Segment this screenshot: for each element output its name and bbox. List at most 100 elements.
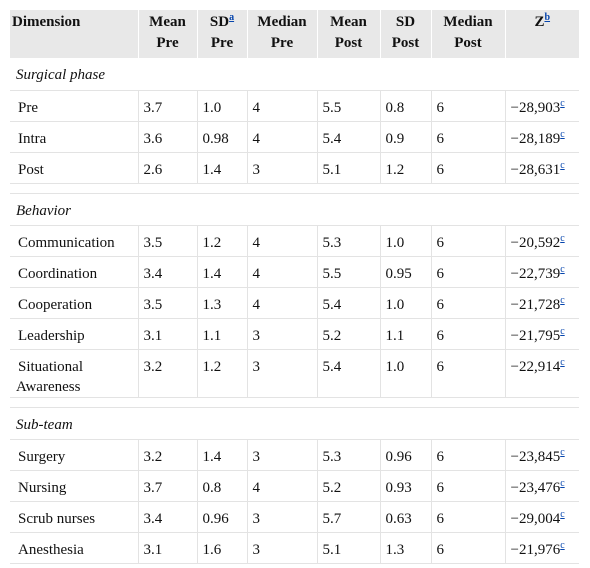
table-row: Nursing 3.7 0.8 4 5.2 0.93 6 −23,476c [10,470,579,502]
cell-sd-post: 0.96 [380,439,432,471]
cell-mean-post: 5.5 [317,90,381,122]
z-value: −29,004 [510,510,561,527]
table-row: Communication 3.5 1.2 4 5.3 1.0 6 −20,592c [10,225,579,257]
cell-median-pre: 4 [247,256,318,288]
cell-mean-post: 5.4 [317,121,381,153]
footnote-link-c[interactable]: c [560,325,565,337]
footnote-link-c[interactable]: c [560,508,565,520]
section-header-row: Sub-team [10,407,579,440]
cell-median-pre: 4 [247,90,318,122]
row-label-line1: Situational [18,358,83,375]
footnote-link-b[interactable]: b [544,12,551,23]
cell-z: −29,004c [505,501,579,533]
footnote-link-a[interactable]: a [229,12,235,23]
statistics-table: Dimension Mean Pre SDa Pre Median Pre Mean P… [10,10,579,564]
z-value: −21,795 [510,327,561,344]
cell-mean-pre: 3.5 [138,287,198,319]
cell-median-post: 6 [431,532,506,564]
cell-sd-pre: 1.2 [197,349,248,398]
section-header-row: Behavior [10,193,579,226]
table-body: Surgical phase Pre 3.7 1.0 4 5.5 0.8 6 −28,903c I… [10,58,579,564]
cell-z: −28,631c [505,152,579,184]
cell-z: −21,795c [505,318,579,350]
cell-mean-pre: 3.4 [138,256,198,288]
cell-median-pre: 4 [247,225,318,257]
cell-z: −21,976c [505,532,579,564]
header-sd-post: SD Post [380,10,432,58]
cell-mean-post: 5.4 [317,287,381,319]
cell-median-pre: 3 [247,439,318,471]
footnote-link-c[interactable]: c [560,294,565,306]
z-value: −23,845 [510,448,561,465]
table-row: Anesthesia 3.1 1.6 3 5.1 1.3 6 −21,976c [10,532,579,564]
footnote-link-c[interactable]: c [560,539,565,551]
header-sd-pre-line1: SD [209,14,230,30]
cell-mean-pre: 3.4 [138,501,198,533]
cell-sd-post: 0.93 [380,470,432,502]
cell-z: −21,728c [505,287,579,319]
cell-median-pre: 4 [247,287,318,319]
cell-mean-post: 5.1 [317,532,381,564]
table-row: Post 2.6 1.4 3 5.1 1.2 6 −28,631c [10,152,579,184]
header-sd-pre-line2: Pre [210,35,234,51]
z-value: −21,976 [510,541,561,558]
cell-mean-pre: 3.1 [138,318,198,350]
cell-mean-pre: 3.2 [138,439,198,471]
table-row: Intra 3.6 0.98 4 5.4 0.9 6 −28,189c [10,121,579,153]
cell-median-pre: 4 [247,470,318,502]
cell-median-pre: 3 [247,349,318,398]
header-mean-pre-line2: Pre [156,35,179,51]
cell-mean-post: 5.3 [317,439,381,471]
table-row: Scrub nurses 3.4 0.96 3 5.7 0.63 6 −29,004c [10,501,579,533]
header-median-post-line1: Median [443,14,493,30]
table-row: Situational Awareness 3.2 1.2 3 5.4 1.0 6 −22,91… [10,349,579,398]
row-label: Communication [10,225,139,257]
cell-median-post: 6 [431,256,506,288]
footnote-link-c[interactable]: c [560,477,565,489]
footnote-link-c[interactable]: c [560,159,565,171]
cell-sd-post: 0.9 [380,121,432,153]
cell-sd-pre: 1.2 [197,225,248,257]
cell-median-pre: 3 [247,501,318,533]
cell-sd-pre: 1.0 [197,90,248,122]
footnote-link-c[interactable]: c [560,446,565,458]
header-sd-pre: SDa Pre [197,10,248,58]
header-dimension-label: Dimension [12,14,81,30]
table-row: Coordination 3.4 1.4 4 5.5 0.95 6 −22,739c [10,256,579,288]
cell-median-pre: 3 [247,152,318,184]
header-row: Dimension Mean Pre SDa Pre Median Pre Mean P… [10,10,579,58]
cell-sd-post: 1.1 [380,318,432,350]
cell-z: −22,739c [505,256,579,288]
cell-mean-pre: 3.7 [138,90,198,122]
cell-mean-pre: 3.7 [138,470,198,502]
table-row: Pre 3.7 1.0 4 5.5 0.8 6 −28,903c [10,90,579,122]
cell-median-post: 6 [431,349,506,398]
cell-sd-post: 1.3 [380,532,432,564]
cell-median-post: 6 [431,121,506,153]
table-row: Surgery 3.2 1.4 3 5.3 0.96 6 −23,845c [10,439,579,471]
cell-sd-pre: 1.4 [197,439,248,471]
header-median-pre: Median Pre [247,10,318,58]
footnote-link-c[interactable]: c [560,97,565,109]
z-value: −23,476 [510,479,561,496]
cell-sd-post: 0.63 [380,501,432,533]
footnote-link-c[interactable]: c [560,232,565,244]
z-value: −22,914 [510,358,561,375]
cell-median-post: 6 [431,90,506,122]
z-value: −20,592 [510,234,561,251]
cell-z: −28,903c [505,90,579,122]
cell-mean-pre: 3.2 [138,349,198,398]
cell-mean-post: 5.2 [317,470,381,502]
header-median-pre-line2: Pre [270,35,294,51]
footnote-link-c[interactable]: c [560,128,565,140]
cell-median-pre: 3 [247,532,318,564]
header-median-post-line2: Post [454,35,482,51]
cell-mean-post: 5.5 [317,256,381,288]
cell-sd-pre: 1.3 [197,287,248,319]
footnote-link-c[interactable]: c [560,356,565,368]
row-label: Coordination [10,256,139,288]
footnote-link-c[interactable]: c [560,263,565,275]
cell-mean-pre: 3.6 [138,121,198,153]
cell-sd-post: 1.0 [380,225,432,257]
table-row: Leadership 3.1 1.1 3 5.2 1.1 6 −21,795c [10,318,579,350]
